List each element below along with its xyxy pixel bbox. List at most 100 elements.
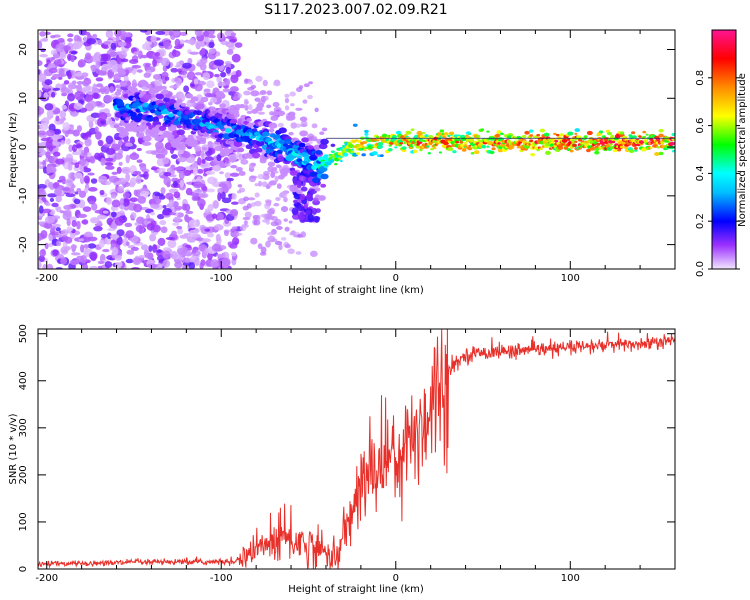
heatmap-cell bbox=[522, 134, 527, 139]
heatmap-cell bbox=[126, 249, 135, 255]
heatmap-cell bbox=[171, 50, 181, 58]
heatmap-cell bbox=[199, 49, 206, 56]
heatmap-cell bbox=[182, 169, 192, 177]
heatmap-cell bbox=[317, 195, 326, 201]
heatmap-cell bbox=[238, 187, 246, 193]
heatmap-cell bbox=[50, 231, 59, 236]
colorbar-tick-label: 0.8 bbox=[695, 70, 706, 86]
heatmap-cell bbox=[110, 194, 117, 199]
heatmap-cell bbox=[438, 151, 442, 154]
heatmap-cell bbox=[184, 257, 191, 264]
heatmap-cell bbox=[148, 245, 153, 253]
heatmap-cell bbox=[89, 217, 100, 224]
heatmap-cell bbox=[589, 146, 596, 151]
heatmap-cell bbox=[211, 243, 222, 252]
heatmap-cell bbox=[226, 148, 234, 154]
heatmap-cell bbox=[222, 88, 231, 93]
heatmap-cell bbox=[654, 152, 660, 156]
heatmap-cell bbox=[189, 37, 196, 46]
heatmap-cell bbox=[300, 231, 307, 238]
heatmap-cell bbox=[280, 205, 289, 213]
heatmap-cell bbox=[387, 148, 393, 152]
heatmap-cell bbox=[114, 262, 122, 269]
heatmap-cell bbox=[178, 171, 185, 180]
heatmap-cell bbox=[48, 181, 54, 189]
heatmap-cell bbox=[381, 133, 388, 138]
x-tick-label: -200 bbox=[35, 273, 58, 284]
heatmap-cell bbox=[286, 114, 296, 121]
heatmap-cell bbox=[121, 32, 127, 38]
heatmap-cell bbox=[226, 78, 231, 86]
heatmap-cell bbox=[139, 164, 147, 172]
heatmap-cell bbox=[266, 90, 273, 96]
heatmap-cell bbox=[277, 122, 284, 128]
heatmap-cell bbox=[447, 147, 454, 152]
heatmap-cell bbox=[364, 129, 369, 134]
heatmap-cell bbox=[642, 135, 647, 139]
heatmap-cell bbox=[176, 98, 183, 103]
heatmap-cell bbox=[85, 95, 91, 101]
heatmap-cell bbox=[84, 52, 92, 60]
heatmap-cell bbox=[205, 170, 216, 175]
heatmap-cell bbox=[52, 87, 61, 91]
heatmap-cell bbox=[270, 115, 279, 121]
heatmap-cell bbox=[111, 199, 121, 208]
heatmap-cell bbox=[456, 136, 461, 139]
heatmap-cell bbox=[669, 141, 675, 146]
heatmap-cell bbox=[131, 88, 139, 94]
heatmap-cell bbox=[159, 258, 164, 264]
heatmap-cell bbox=[276, 183, 282, 189]
heatmap-cell bbox=[259, 90, 267, 95]
heatmap-cell bbox=[498, 146, 503, 150]
heatmap-cell bbox=[320, 138, 329, 145]
heatmap-cell bbox=[172, 181, 179, 188]
heatmap-cell bbox=[572, 143, 577, 148]
heatmap-cell bbox=[160, 226, 168, 234]
heatmap-cell bbox=[198, 192, 209, 199]
heatmap-cell bbox=[409, 143, 413, 147]
heatmap-cell bbox=[114, 255, 122, 261]
heatmap-cell bbox=[50, 91, 56, 98]
heatmap-cell bbox=[206, 80, 215, 89]
heatmap-cell bbox=[629, 149, 635, 153]
heatmap-cell bbox=[524, 130, 530, 135]
heatmap-cell bbox=[90, 112, 100, 118]
heatmap-cell bbox=[224, 128, 232, 133]
snr-plot-area bbox=[38, 329, 675, 569]
heatmap-cell bbox=[208, 48, 216, 55]
heatmap-cell bbox=[82, 79, 90, 87]
heatmap-cell bbox=[544, 150, 551, 155]
heatmap-cell bbox=[108, 175, 119, 183]
heatmap-cell bbox=[306, 193, 311, 199]
heatmap-cell bbox=[116, 236, 123, 246]
heatmap-cell bbox=[83, 236, 91, 243]
heatmap-cell bbox=[52, 182, 58, 189]
heatmap-cell bbox=[162, 247, 171, 252]
heatmap-cell bbox=[277, 110, 286, 116]
heatmap-cell bbox=[76, 80, 84, 85]
heatmap-cell bbox=[73, 198, 81, 205]
heatmap-cell bbox=[169, 251, 178, 259]
heatmap-cell bbox=[142, 102, 150, 108]
heatmap-cell bbox=[46, 165, 51, 175]
heatmap-cell bbox=[81, 219, 89, 225]
heatmap-cell bbox=[63, 204, 73, 210]
heatmap-cell bbox=[207, 232, 214, 238]
heatmap-cell bbox=[644, 139, 648, 142]
heatmap-cell bbox=[262, 131, 270, 137]
heatmap-cell bbox=[279, 191, 288, 198]
heatmap-cell bbox=[149, 233, 157, 242]
heatmap-cell bbox=[184, 203, 191, 212]
heatmap-cell bbox=[268, 128, 275, 133]
heatmap-cell bbox=[671, 137, 675, 141]
heatmap-cell bbox=[293, 199, 298, 204]
heatmap-cell bbox=[65, 178, 74, 187]
heatmap-cell bbox=[594, 147, 600, 152]
heatmap-cell bbox=[470, 151, 475, 155]
heatmap-cell bbox=[452, 150, 457, 154]
heatmap-cell bbox=[202, 37, 211, 43]
heatmap-cell bbox=[43, 92, 48, 100]
heatmap-cell bbox=[176, 61, 181, 68]
heatmap-cell bbox=[255, 75, 263, 82]
y-tick-label: 200 bbox=[18, 465, 29, 484]
